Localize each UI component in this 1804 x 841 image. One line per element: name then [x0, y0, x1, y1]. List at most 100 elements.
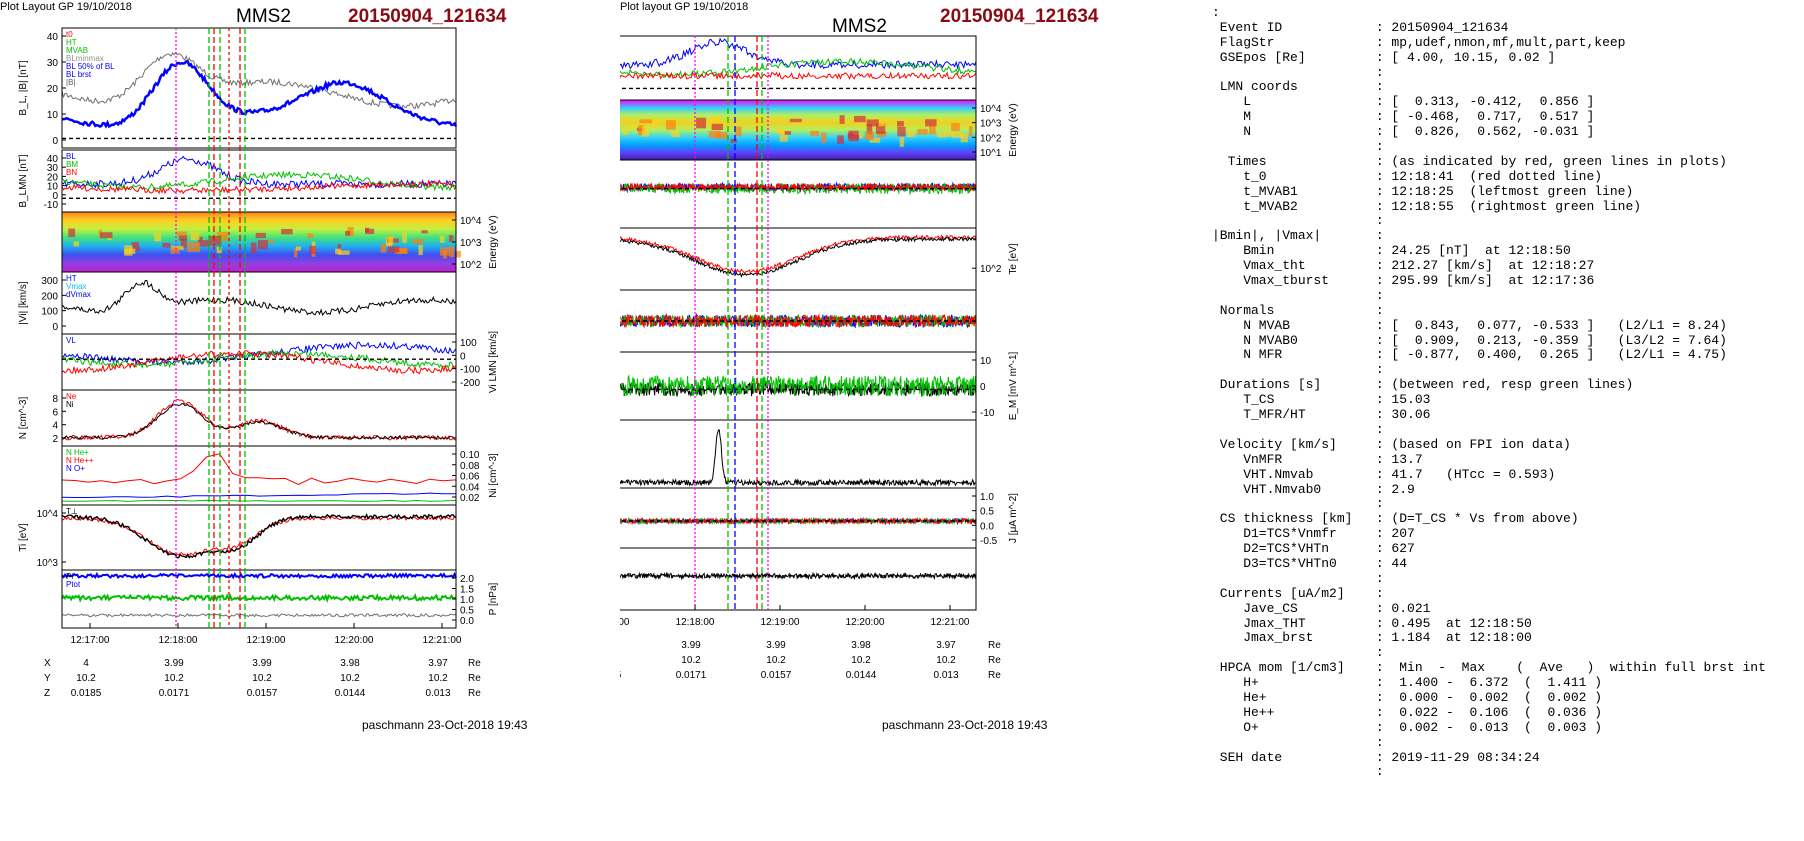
y-tick-label: 0.02 — [460, 493, 480, 504]
y-tick-label: -10 — [44, 200, 59, 211]
panel-7: 1.00.50.0-0.5J [μA m^-2]JLJMJN — [620, 487, 1019, 549]
te-perp-line — [620, 235, 977, 279]
y-tick-label: 2.0 — [460, 574, 474, 585]
position-value: 10.2 — [766, 655, 786, 666]
spectrogram-patch — [821, 132, 827, 144]
spectrogram-patch — [708, 130, 721, 139]
y-tick-label: -10 — [980, 408, 995, 419]
summary-line: N MFR : [ -0.877, 0.400, 0.265 ] (L2/L1 … — [1212, 347, 1727, 363]
spectrogram-patch — [936, 131, 946, 138]
spectrogram-patch — [162, 242, 171, 248]
bl-line — [61, 59, 458, 129]
jn-line — [620, 516, 977, 526]
position-value: 3.99 — [681, 640, 701, 651]
position-unit: Re — [468, 673, 481, 684]
spectrogram-patch — [180, 238, 187, 248]
position-value: 10.2 — [76, 673, 96, 684]
legend-entry: BL brst — [66, 70, 92, 79]
summary-line: : — [1212, 734, 1384, 750]
summary-line: : — [1212, 213, 1384, 229]
middle-plot-spacecraft: MMS2 — [832, 16, 887, 37]
spectrogram-patch — [641, 125, 650, 137]
spectrogram-patch — [866, 119, 879, 127]
summary-line: : — [1212, 764, 1384, 780]
spectrogram-patch — [421, 230, 428, 234]
spectrogram-patch — [281, 228, 293, 235]
y-tick-label: 0.0 — [460, 616, 474, 627]
je-line — [620, 571, 977, 581]
legend-entry: T⊥ — [66, 507, 78, 516]
spectrogram-patch — [73, 241, 79, 247]
spectrogram-patch — [309, 245, 316, 254]
spectrogram-patch — [696, 117, 707, 129]
position-value: 0.0171 — [676, 670, 707, 681]
legend-entry: BL — [66, 152, 76, 161]
spectrogram-patch — [853, 115, 866, 123]
x-tick-label: 12:18:00 — [676, 617, 715, 628]
spectrogram-patch — [197, 236, 203, 242]
summary-line: Currents [uA/m2] : — [1212, 585, 1384, 601]
summary-line: t_MVAB2 : 12:18:55 (rightmost green line… — [1212, 198, 1642, 214]
x-tick-label: 12:20:00 — [335, 635, 374, 646]
spectrogram-patch — [255, 232, 266, 239]
summary-line: D2=TCS*VHTn : 627 — [1212, 541, 1415, 557]
y-tick-label: 8 — [52, 394, 58, 405]
spectrogram-patch — [784, 131, 792, 135]
spectrogram-patch — [394, 247, 408, 254]
spectrogram-patch — [638, 125, 645, 136]
summary-line: Jmax_brst : 1.184 at 12:18:00 — [1212, 630, 1532, 646]
spectrogram-patch — [176, 231, 187, 236]
y-tick-label: 0.06 — [460, 472, 480, 483]
spectrogram-patch — [337, 244, 342, 254]
y-tick-label: 0 — [52, 322, 58, 333]
summary-line: : — [1212, 570, 1384, 586]
spectrogram-patch — [716, 131, 728, 139]
y-axis-label: E_M [mV m^-1] — [1008, 351, 1019, 420]
y-axis-label: B_L, |B| [nT] — [18, 60, 29, 115]
y-tick-label: 40 — [47, 32, 59, 43]
x-tick-label: 12:18:00 — [159, 635, 198, 646]
spectrogram-patch — [107, 237, 112, 241]
y-tick-label: 10^3 — [460, 238, 482, 249]
spectrogram-patch — [897, 126, 906, 137]
legend-entry: Ni — [66, 400, 74, 409]
panel-frame — [61, 271, 457, 335]
spectrogram-patch — [257, 240, 268, 250]
spectrogram-patch — [627, 125, 636, 130]
y-axis-label: J [μA m^-2] — [1008, 493, 1019, 543]
summary-line: He++ : 0.022 - 0.106 ( 0.036 ) — [1212, 704, 1603, 720]
summary-line: T_CS : 15.03 — [1212, 392, 1431, 408]
panel-3: 10^2 Te [eV] — [620, 227, 1019, 291]
y-axis-label: Ni [cm^-3] — [488, 453, 499, 498]
summary-line: T_MFR/HT : 30.06 — [1212, 407, 1431, 423]
position-value: 10.2 — [428, 673, 448, 684]
spectrogram-patch — [295, 246, 302, 251]
panel-frame — [620, 35, 977, 101]
spectrogram-patch — [170, 247, 180, 254]
legend-entry: BN — [66, 168, 77, 177]
position-value: 10.2 — [936, 655, 956, 666]
spectrogram-patch — [335, 248, 342, 255]
spectrogram-patch — [216, 246, 222, 254]
bn-line — [620, 71, 977, 81]
legend-entry: t0 — [66, 30, 73, 39]
spectrogram-patch — [178, 235, 187, 241]
summary-line: t_0 : 12:18:41 (red dotted line) — [1212, 168, 1603, 184]
y-axis-label: |Vi| [km/s] — [18, 281, 29, 325]
position-value: 10.2 — [164, 673, 184, 684]
legend-entry: BM — [66, 160, 78, 169]
summary-line: |Bmin|, |Vmax| : — [1212, 228, 1384, 244]
summary-line: Event ID : 20150904_121634 — [1212, 19, 1509, 35]
summary-line: : — [1212, 5, 1220, 20]
legend-entry: VL — [66, 336, 76, 345]
spectrogram-patch — [439, 235, 445, 243]
y-tick-label: 30 — [47, 58, 59, 69]
spectrogram-patch — [338, 250, 350, 255]
y-tick-label: 20 — [47, 84, 59, 95]
spectrogram-patch — [439, 247, 450, 256]
position-value: 3.99 — [164, 658, 184, 669]
spectrogram-patch — [652, 118, 658, 128]
spectrogram-patch — [917, 128, 928, 135]
position-value: 0.0157 — [247, 688, 278, 699]
